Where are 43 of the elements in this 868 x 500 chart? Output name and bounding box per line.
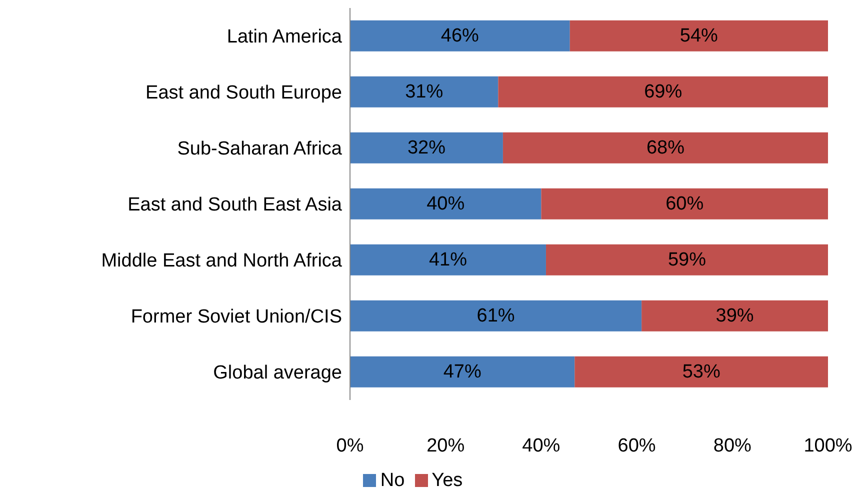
bar <box>350 20 570 52</box>
bar <box>350 188 542 220</box>
bar <box>642 300 828 332</box>
x-tick-label: 80% <box>713 435 752 456</box>
data-label: 32% <box>407 137 446 158</box>
legend-label: No <box>380 470 405 491</box>
data-label: 68% <box>646 137 685 158</box>
y-tick-label: East and South East Asia <box>128 194 342 216</box>
data-label: 40% <box>426 193 465 214</box>
data-label: 41% <box>428 249 468 270</box>
x-tick-label: 0% <box>336 435 364 456</box>
y-tick-label: Latin America <box>226 26 342 48</box>
x-tick-label: 100% <box>804 435 852 456</box>
data-label: 69% <box>644 81 682 102</box>
data-label: 47% <box>443 361 482 382</box>
y-tick-label: Sub-Saharan Africa <box>177 138 342 160</box>
bar <box>574 356 828 388</box>
data-label: 59% <box>668 249 706 270</box>
bar <box>546 244 828 276</box>
x-tick-label: 40% <box>522 435 560 456</box>
legend-label: Yes <box>432 470 463 491</box>
y-tick-label: East and South Europe <box>146 82 342 104</box>
data-label: 60% <box>666 193 704 214</box>
data-label: 61% <box>476 305 515 326</box>
y-tick-label: Middle East and North Africa <box>101 250 342 272</box>
data-label: 39% <box>716 305 754 326</box>
bar <box>350 356 575 388</box>
data-label: 46% <box>440 25 480 46</box>
bar <box>350 244 546 276</box>
bar <box>570 20 828 52</box>
bar <box>350 300 642 332</box>
data-label: 54% <box>680 25 718 46</box>
bar <box>541 188 828 220</box>
x-tick-label: 60% <box>618 435 656 456</box>
data-label: 31% <box>405 81 444 102</box>
bar <box>350 132 503 164</box>
x-tick-label: 20% <box>426 435 465 456</box>
data-label: 53% <box>682 361 720 382</box>
bar <box>498 76 828 108</box>
y-tick-label: Former Soviet Union/CIS <box>130 306 342 328</box>
y-tick-label: Global average <box>213 362 342 384</box>
bar <box>350 76 498 108</box>
bar <box>502 132 828 164</box>
